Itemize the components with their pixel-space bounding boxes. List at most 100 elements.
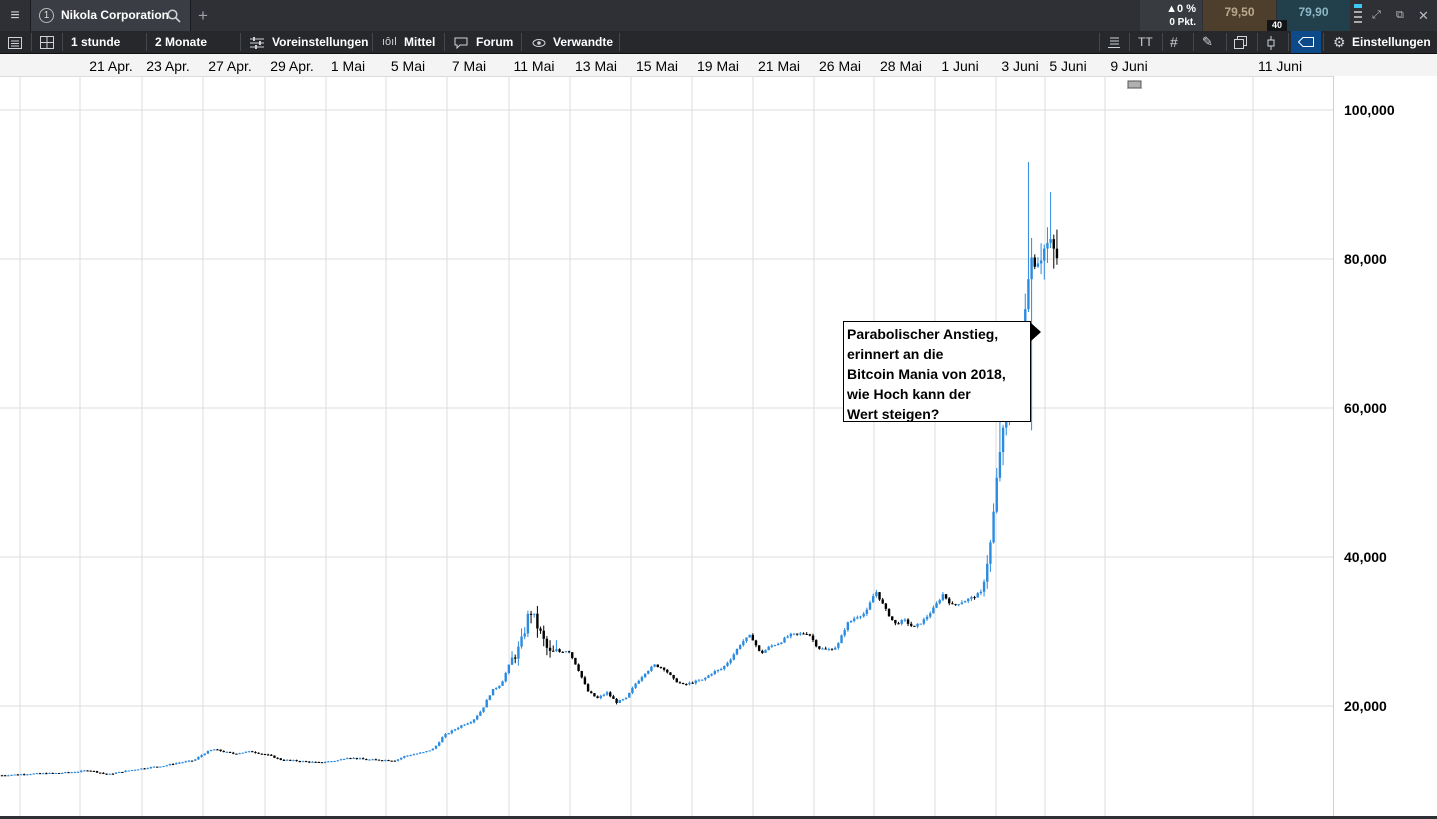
chart-list-icon[interactable]	[1108, 31, 1120, 53]
sell-price-button[interactable]: 79,50	[1203, 0, 1276, 31]
candle-body	[216, 749, 219, 751]
candle-body	[327, 761, 330, 763]
indicators-button[interactable]: Mittel	[404, 35, 436, 49]
candle-body	[485, 699, 488, 708]
link-color-icon[interactable]	[1354, 4, 1362, 26]
candle-body	[770, 645, 774, 647]
candle-body	[251, 751, 254, 753]
grid-hash-icon[interactable]: #	[1170, 34, 1178, 50]
x-axis: 21 Apr. 23 Apr. 27 Apr. 29 Apr. 1 Mai 5 Mai 7 …	[0, 54, 1437, 77]
tag-icon[interactable]	[1291, 31, 1321, 53]
candle-body	[979, 591, 983, 594]
candle-body	[501, 681, 504, 686]
candle-body	[976, 593, 979, 598]
annotation-line: Bitcoin Mania von 2018,	[847, 366, 1006, 382]
candle-body	[95, 771, 99, 773]
candle-body	[776, 643, 780, 646]
candle-body	[108, 773, 111, 775]
candle-body	[697, 680, 701, 682]
draw-tools-icon[interactable]: ✎	[1202, 34, 1213, 49]
candle-body	[232, 752, 235, 754]
candle-body	[862, 613, 865, 617]
candle-body	[558, 649, 561, 652]
candle-body	[124, 770, 127, 773]
candle-body	[346, 758, 349, 760]
list-icon[interactable]	[8, 31, 22, 53]
candle-body	[73, 772, 77, 774]
x-tick-label: 21 Mai	[757, 58, 801, 74]
layout-grid-icon[interactable]	[40, 31, 54, 53]
candle-body	[1052, 239, 1055, 249]
add-tab-icon[interactable]: +	[198, 6, 208, 25]
candle-body	[317, 761, 320, 763]
candle-body	[818, 646, 821, 649]
range-selector[interactable]: 2 Monate	[155, 35, 208, 49]
candle-type-icon[interactable]	[1266, 31, 1276, 53]
candle-body	[479, 711, 482, 716]
candle-body	[105, 773, 108, 775]
close-icon[interactable]: ✕	[1418, 8, 1429, 23]
candle-body	[992, 511, 995, 543]
window-controls: ⤢ ⧉ ✕	[1352, 0, 1437, 31]
forum-button[interactable]: Forum	[476, 35, 514, 49]
price-change-display: ▲0 % 0 Pkt.	[1140, 0, 1202, 31]
text-size-icon[interactable]: TT	[1138, 35, 1153, 49]
candle-body	[304, 761, 308, 763]
candle-body	[881, 599, 884, 604]
candle-body	[209, 749, 213, 752]
candle-body	[41, 773, 45, 775]
candle-body	[986, 563, 989, 582]
expand-icon[interactable]: ⤢	[1372, 9, 1381, 21]
candle-body	[472, 719, 476, 723]
hamburger-icon: ≡	[10, 7, 20, 24]
candle-body	[545, 638, 549, 648]
candle-body	[941, 594, 945, 601]
candle-body	[916, 623, 919, 627]
candle-body	[168, 764, 172, 766]
copy-icon[interactable]	[1234, 31, 1247, 53]
candle-body	[86, 770, 89, 772]
candle-body	[859, 616, 862, 618]
candle-body	[463, 724, 466, 726]
search-icon[interactable]	[167, 0, 181, 31]
presets-button[interactable]: Voreinstellungen	[272, 35, 369, 49]
candle-body	[542, 630, 545, 639]
chart-annotation[interactable]: Parabolischer Anstieg, erinnert an die Bit…	[843, 321, 1031, 422]
candle-body	[339, 759, 343, 761]
current-time-marker-base	[1127, 80, 1142, 89]
candle-body	[0, 775, 4, 777]
candle-body	[738, 645, 742, 649]
candle-body	[504, 673, 507, 682]
candle-body	[320, 762, 324, 764]
candle-body	[298, 761, 301, 763]
candle-body	[827, 649, 831, 651]
candle-body	[200, 755, 203, 758]
buy-price-button[interactable]: 79,90	[1277, 0, 1350, 31]
instrument-tab[interactable]: 1 Nikola Corporation	[31, 0, 191, 31]
candle-body	[330, 761, 333, 763]
settings-button[interactable]: Einstellungen	[1352, 35, 1431, 49]
main-menu-button[interactable]: ≡	[0, 0, 31, 31]
candle-body	[118, 771, 121, 773]
candle-body	[773, 645, 777, 647]
annotation-line: erinnert an die	[847, 346, 944, 362]
interval-selector[interactable]: 1 stunde	[71, 35, 121, 49]
gear-icon[interactable]: ⚙	[1333, 34, 1346, 50]
forum-chat-icon	[454, 31, 468, 53]
x-tick-label: 29 Apr.	[270, 58, 314, 74]
candle-body	[403, 756, 406, 758]
candle-body	[10, 774, 13, 776]
candle-body	[314, 761, 317, 763]
popout-icon[interactable]: ⧉	[1396, 9, 1404, 21]
candle-body	[22, 774, 26, 776]
candle-body	[380, 760, 384, 762]
x-tick-label: 26 Mai	[818, 58, 862, 74]
candle-body	[219, 749, 222, 752]
x-tick-label: 11 Mai	[513, 58, 555, 74]
candle-body	[276, 757, 279, 759]
candle-body	[80, 770, 83, 772]
candle-body	[596, 696, 599, 699]
price-chart[interactable]	[0, 76, 1333, 816]
related-button[interactable]: Verwandte	[553, 35, 614, 49]
x-tick-label: 15 Mai	[635, 58, 679, 74]
